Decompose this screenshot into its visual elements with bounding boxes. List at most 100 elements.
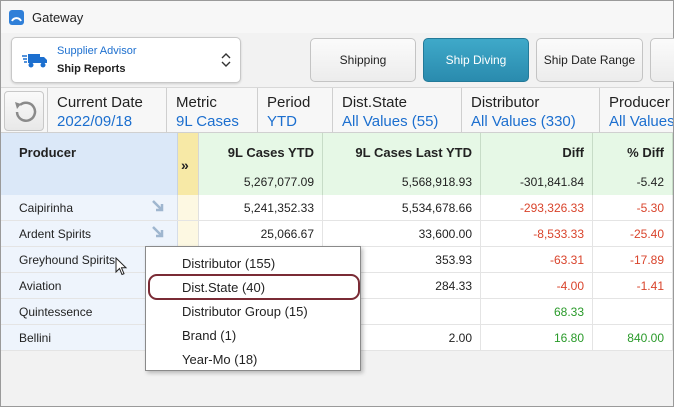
column-total: 5,568,918.93 [401,175,472,189]
column-header-label: Diff [562,145,584,160]
table-cell[interactable]: 5,534,678.66 [323,195,481,220]
filter-producer[interactable]: Producer All Values [599,88,673,134]
chevron-updown-icon [221,53,231,67]
table-cell[interactable]: 284.33 [323,273,481,298]
table-row[interactable]: Caipirinha 5,241,352.33 5,534,678.66 -293,3… [1,195,673,221]
table-cell[interactable]: -17.89 [593,247,673,272]
cell-value: -5.30 [636,201,664,215]
table-cell[interactable]: 33,600.00 [323,221,481,246]
producer-name: Bellini [19,331,52,345]
column-header-pct-diff[interactable]: % Diff -5.42 [593,133,673,195]
table-cell[interactable]: 5,241,352.33 [199,195,323,220]
cell-value: -8,533.33 [533,227,584,241]
menu-item-label: Distributor Group (15) [182,304,308,319]
filter-label: Distributor [471,94,540,111]
table-cell[interactable]: -63.31 [481,247,593,272]
filter-value: 9L Cases [176,113,239,130]
menu-item-label: Distributor (155) [182,256,276,271]
producer-name: Greyhound Spirits [19,253,116,267]
filter-value: 2022/09/18 [57,113,133,130]
table-cell[interactable]: -1.41 [593,273,673,298]
column-header-label: 9L Cases YTD [227,145,314,160]
table-cell[interactable]: 16.80 [481,325,593,350]
menu-item-label: Brand (1) [182,328,237,343]
column-header-diff[interactable]: Diff -301,841.84 [481,133,593,195]
column-header-label: % Diff [627,145,664,160]
cell-value: -63.31 [549,253,584,267]
filter-metric[interactable]: Metric 9L Cases [166,88,257,134]
advisor-top-label: Supplier Advisor [57,45,137,57]
menu-item-label: Dist.State (40) [182,280,266,295]
title-bar: Gateway [1,1,673,33]
table-cell[interactable]: 2.00 [323,325,481,350]
filter-dist-state[interactable]: Dist.State All Values (55) [332,88,461,134]
gateway-app-icon [9,10,24,25]
column-total: -5.42 [636,175,664,189]
producer-cell[interactable]: Ardent Spirits [1,221,178,246]
ship-diving-button[interactable]: Ship Diving [423,38,529,82]
double-chevron-right-icon: » [181,157,189,173]
drill-down-arrow-icon[interactable] [151,225,167,241]
table-cell[interactable]: -293,326.33 [481,195,593,220]
advisor-selector[interactable]: Supplier Advisor Ship Reports [11,37,241,83]
menu-item-year-mo[interactable]: Year-Mo (18) [147,347,359,371]
shipping-button[interactable]: Shipping [310,38,416,82]
cell-value: 16.80 [553,331,584,345]
table-cell[interactable]: -4.00 [481,273,593,298]
filter-value: YTD [267,113,297,130]
table-cell[interactable]: 353.93 [323,247,481,272]
cell-value: 33,600.00 [418,227,472,241]
producer-cell[interactable]: Caipirinha [1,195,178,220]
producer-name: Caipirinha [19,201,74,215]
drill-down-arrow-icon[interactable] [151,199,167,215]
producer-name: Quintessence [19,305,93,319]
shipping-button-label: Shipping [339,53,387,67]
ship-date-range-button[interactable]: Ship Date Range [536,38,643,82]
column-header-label: 9L Cases Last YTD [355,145,472,160]
producer-column-header[interactable]: Producer [1,133,178,195]
table-cell[interactable]: -5.30 [593,195,673,220]
producer-name: Aviation [19,279,62,293]
filter-current-date[interactable]: Current Date 2022/09/18 [47,88,166,134]
cell-value: 284.33 [435,279,472,293]
refresh-icon [15,101,37,122]
column-header-9l-cases-ytd[interactable]: 9L Cases YTD 5,267,077.09 [199,133,323,195]
cell-value: 68.33 [553,305,584,319]
cell-value: -1.41 [636,279,664,293]
filter-label: Current Date [57,94,143,111]
table-cell[interactable]: 25,066.67 [199,221,323,246]
table-cell[interactable]: 840.00 [593,325,673,350]
column-total: -301,841.84 [519,175,584,189]
toolbar: Supplier Advisor Ship Reports Shipping S… [1,33,674,87]
drill-by-popup-menu: Distributor (155) Dist.State (40) Distri… [145,246,361,371]
filter-value: All Values (55) [342,113,439,130]
expand-columns-button[interactable]: » [178,133,199,195]
cell-value: 353.93 [435,253,472,267]
filter-period[interactable]: Period YTD [257,88,332,134]
data-grid: Producer » 9L Cases YTD 5,267,077.09 9L … [1,133,673,351]
table-cell[interactable] [323,299,481,324]
menu-item-brand[interactable]: Brand (1) [147,323,359,347]
table-cell[interactable]: -8,533.33 [481,221,593,246]
menu-item-distributor[interactable]: Distributor (155) [147,251,359,275]
filter-distributor[interactable]: Distributor All Values (330) [461,88,599,134]
table-cell[interactable] [593,299,673,324]
filter-value: All Values [609,113,673,130]
mouse-pointer-icon [115,257,128,276]
advisor-bottom-label: Ship Reports [57,63,126,75]
menu-item-dist-state[interactable]: Dist.State (40) [148,274,360,300]
cell-value: 5,534,678.66 [401,201,472,215]
more-toolbar-button[interactable] [650,38,674,82]
column-header-9l-cases-last-ytd[interactable]: 9L Cases Last YTD 5,568,918.93 [323,133,481,195]
cell-value: 25,066.67 [260,227,314,241]
table-row[interactable]: Ardent Spirits 25,066.67 33,600.00 -8,533.3… [1,221,673,247]
table-cell[interactable]: -25.40 [593,221,673,246]
column-total: 5,267,077.09 [243,175,314,189]
window-title: Gateway [32,10,84,25]
filter-value: All Values (330) [471,113,576,130]
menu-item-distributor-group[interactable]: Distributor Group (15) [147,299,359,323]
refresh-button[interactable] [4,91,44,131]
table-cell[interactable]: 68.33 [481,299,593,324]
filter-label: Metric [176,94,217,111]
